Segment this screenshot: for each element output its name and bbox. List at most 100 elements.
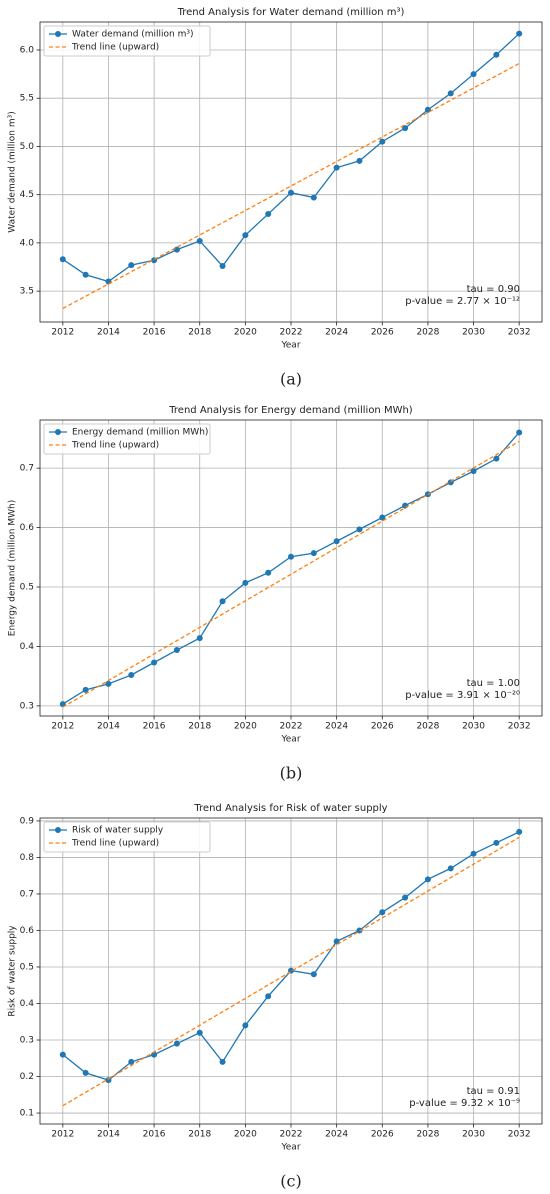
trend-line	[62, 62, 520, 310]
data-point	[59, 256, 66, 263]
data-point	[333, 938, 340, 945]
x-tick-label: 2018	[188, 328, 211, 338]
trend-line	[62, 836, 520, 1107]
data-point	[470, 850, 477, 857]
x-tick-label: 2024	[325, 1130, 348, 1140]
data-point	[196, 237, 203, 244]
data-point	[265, 993, 272, 1000]
data-point	[173, 647, 180, 654]
annotation: p-value = 9.32 × 10⁻⁹	[409, 1098, 520, 1109]
x-tick-label: 2012	[51, 328, 74, 338]
x-axis-label: Year	[280, 341, 300, 351]
data-point	[356, 526, 363, 533]
plot-frame	[39, 419, 543, 717]
x-tick-label: 2018	[188, 1130, 211, 1140]
plot-frame	[39, 817, 543, 1125]
data-point	[333, 164, 340, 171]
data-point	[402, 894, 409, 901]
x-tick-label: 2020	[234, 328, 257, 338]
x-tick-label: 2032	[508, 1130, 531, 1140]
data-point	[356, 927, 363, 934]
y-tick-label: 3.5	[20, 287, 34, 297]
data-point	[447, 90, 454, 97]
data-point	[310, 550, 317, 557]
x-tick-label: 2016	[143, 328, 166, 338]
y-tick-label: 0.8	[20, 853, 35, 863]
x-tick-label: 2022	[280, 328, 303, 338]
x-tick-label: 2030	[462, 1130, 485, 1140]
y-tick-label: 0.4	[20, 999, 35, 1009]
data-point	[219, 1058, 226, 1065]
data-point	[493, 51, 500, 58]
data-point	[379, 909, 386, 916]
x-tick-label: 2012	[51, 1130, 74, 1140]
y-axis-label: Energy demand (million MWh)	[8, 500, 18, 636]
y-tick-label: 0.5	[20, 962, 34, 972]
annotation: tau = 0.91	[467, 1086, 520, 1097]
data-point	[219, 598, 226, 605]
annotation: tau = 1.00	[467, 678, 520, 689]
y-tick-label: 0.6	[20, 523, 35, 533]
x-tick-label: 2030	[462, 328, 485, 338]
x-tick-label: 2026	[371, 328, 394, 338]
legend-box	[43, 821, 211, 853]
y-tick-label: 0.9	[20, 816, 35, 826]
data-point	[173, 246, 180, 253]
x-tick-label: 2014	[97, 722, 120, 732]
data-point	[242, 579, 249, 586]
data-point	[105, 680, 112, 687]
y-tick-label: 4.5	[20, 190, 34, 200]
x-tick-label: 2028	[416, 328, 439, 338]
legend-marker	[55, 429, 61, 435]
y-tick-label: 0.3	[20, 701, 34, 711]
data-point	[288, 189, 294, 196]
legend-label: Trend line (upward)	[71, 839, 159, 849]
data-point	[173, 1040, 180, 1047]
legend-marker	[55, 31, 61, 37]
y-tick-label: 0.4	[20, 642, 35, 652]
x-tick-label: 2030	[462, 722, 485, 732]
data-point	[128, 1058, 135, 1065]
data-point	[219, 263, 226, 270]
data-point	[493, 839, 500, 846]
x-tick-label: 2024	[325, 722, 348, 732]
chart-title: Trend Analysis for Energy demand (millio…	[168, 405, 413, 416]
legend-box	[43, 423, 211, 455]
x-tick-label: 2014	[97, 1130, 120, 1140]
x-axis-label: Year	[280, 1143, 300, 1153]
data-point	[242, 1022, 249, 1029]
x-tick-label: 2026	[371, 722, 394, 732]
data-point	[333, 538, 340, 545]
data-point	[447, 865, 454, 872]
data-point	[242, 232, 249, 239]
legend-label: Trend line (upward)	[71, 43, 159, 53]
data-point	[424, 876, 431, 883]
caption: (a)	[280, 370, 302, 389]
x-tick-label: 2024	[325, 328, 348, 338]
x-tick-label: 2016	[143, 722, 166, 732]
x-tick-label: 2022	[280, 1130, 303, 1140]
data-point	[265, 569, 272, 576]
caption: (b)	[280, 764, 303, 783]
y-tick-label: 4.0	[20, 238, 35, 248]
data-point	[196, 635, 203, 642]
annotation: p-value = 2.77 × 10⁻¹²	[405, 296, 520, 307]
y-tick-label: 5.5	[20, 94, 34, 104]
plot-frame	[39, 21, 543, 323]
data-point	[265, 210, 272, 217]
data-point	[516, 429, 523, 436]
legend-marker	[55, 827, 61, 833]
y-tick-label: 0.6	[20, 926, 35, 936]
x-tick-label: 2020	[234, 1130, 257, 1140]
data-point	[470, 71, 477, 78]
data-point	[151, 659, 158, 666]
x-tick-label: 2016	[143, 1130, 166, 1140]
y-axis-label: Water demand (million m³)	[8, 111, 18, 233]
x-tick-label: 2026	[371, 1130, 394, 1140]
x-tick-label: 2018	[188, 722, 211, 732]
data-point	[516, 30, 523, 37]
y-tick-label: 0.2	[20, 1072, 34, 1082]
data-point	[402, 502, 409, 509]
legend-label: Water demand (million m³)	[72, 30, 194, 40]
data-point	[128, 671, 135, 678]
